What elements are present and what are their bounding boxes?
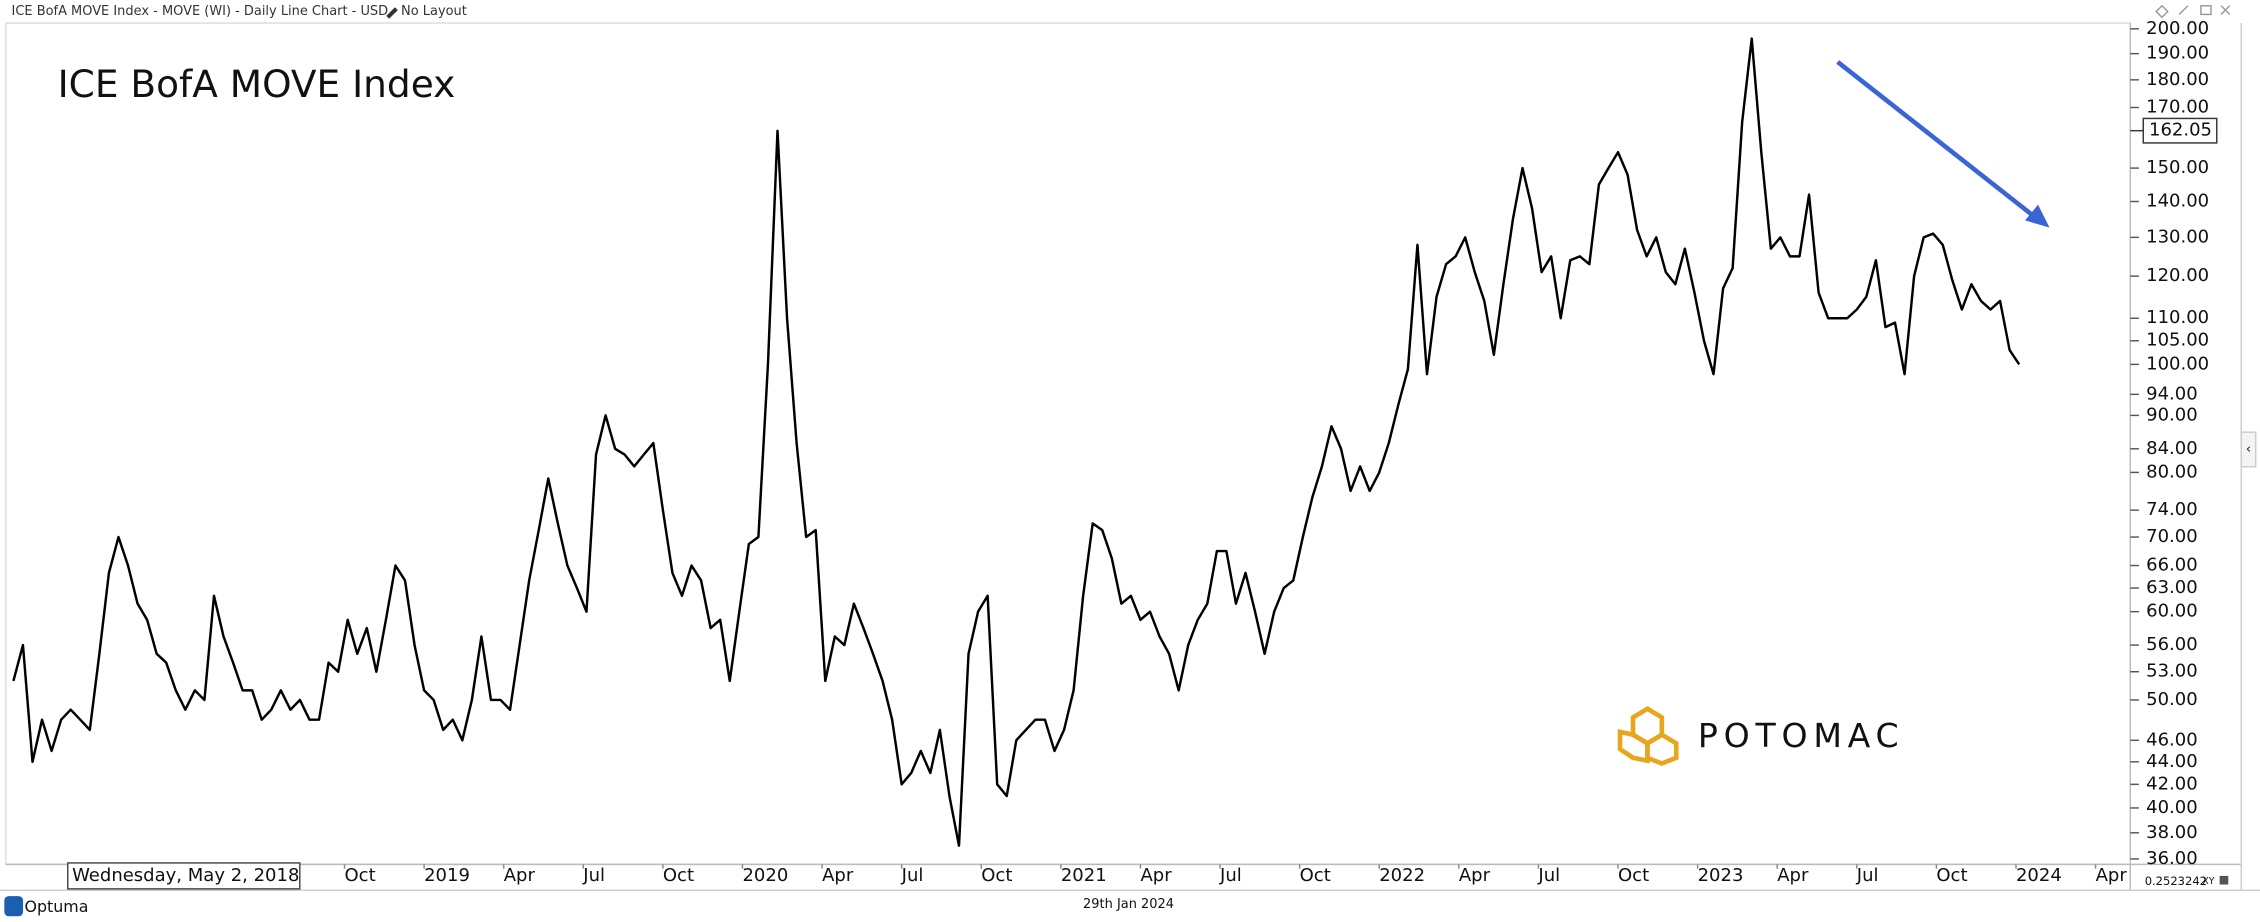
y-tick-label: 94.00 <box>2146 383 2198 404</box>
y-tick-label: 56.00 <box>2146 634 2198 655</box>
x-tick-label: Apr <box>1777 865 1809 886</box>
control-restore[interactable] <box>2200 5 2212 16</box>
y-tick-label: 42.00 <box>2146 773 2198 794</box>
y-tick-label: 170.00 <box>2146 97 2209 118</box>
price-label: 162.05 <box>2149 120 2212 141</box>
app-icon <box>4 896 24 917</box>
x-tick-label: 2023 <box>1698 865 1744 886</box>
y-tick-label: 60.00 <box>2146 601 2198 622</box>
scale-factor: 0.2523242 <box>2145 874 2207 888</box>
arrow-head <box>2025 204 2050 228</box>
x-tick-label: Jul <box>1856 865 1879 886</box>
y-tick-label: 100.00 <box>2146 353 2209 374</box>
y-tick-label: 90.00 <box>2146 404 2198 425</box>
brand-name: POTOMAC <box>1698 716 1905 755</box>
y-tick-label: 105.00 <box>2146 330 2209 351</box>
brand-logo: POTOMAC <box>1617 706 1905 767</box>
x-tick-label: Oct <box>981 865 1012 886</box>
y-tick-label: 70.00 <box>2146 526 2198 547</box>
y-tick-label: 180.00 <box>2146 69 2209 90</box>
xy-label[interactable]: XY <box>2202 876 2214 887</box>
x-tick-label: Oct <box>1300 865 1331 886</box>
index-line <box>12 37 2021 847</box>
footer-date: 29th Jan 2024 <box>1083 897 1174 912</box>
x-tick-label: Jul <box>1219 865 1242 886</box>
y-tick-label: 150.00 <box>2146 157 2209 178</box>
x-tick-label: Oct <box>1618 865 1649 886</box>
side-panel-tab[interactable] <box>2240 431 2257 468</box>
control-diamond[interactable] <box>2155 4 2169 19</box>
x-tick-label: Jul <box>901 865 924 886</box>
x-tick-label: Jul <box>1537 865 1560 886</box>
x-tick-label: 2021 <box>1061 865 1107 886</box>
x-tick-label: Jul <box>582 865 605 886</box>
x-tick-label: 2022 <box>1379 865 1425 886</box>
y-tick-label: 38.00 <box>2146 822 2198 843</box>
app-name: Optuma <box>25 897 89 916</box>
x-tick-label: Apr <box>504 865 536 886</box>
control-close[interactable] <box>2220 5 2231 15</box>
y-tick-label: 44.00 <box>2146 751 2198 772</box>
crosshair-date-box <box>67 862 301 890</box>
x-tick-label: 2024 <box>2016 865 2062 886</box>
y-tick-label: 200.00 <box>2146 18 2209 39</box>
y-tick-label: 190.00 <box>2146 43 2209 64</box>
y-tick-label: 50.00 <box>2146 689 2198 710</box>
control-pin[interactable] <box>2178 5 2189 15</box>
chart-title: ICE BofA MOVE Index <box>58 62 456 106</box>
x-tick-label: Apr <box>1140 865 1172 886</box>
side-panel-arrow: ‹ <box>2246 442 2251 457</box>
y-tick-label: 63.00 <box>2146 577 2198 598</box>
y-tick-label: 110.00 <box>2146 307 2209 328</box>
x-tick-label: Apr <box>1459 865 1491 886</box>
y-tick-label: 130.00 <box>2146 226 2209 247</box>
y-tick-label: 46.00 <box>2146 729 2198 750</box>
annotation-arrow <box>1836 60 2050 228</box>
x-tick-label: Apr <box>822 865 854 886</box>
edit-icon[interactable] <box>386 7 398 19</box>
x-tick-label: Oct <box>1936 865 1967 886</box>
x-tick-label: Oct <box>663 865 694 886</box>
y-tick-label: 140.00 <box>2146 190 2209 211</box>
arrow-shaft <box>1836 60 2036 218</box>
x-tick-label: Oct <box>345 865 376 886</box>
brand-icon <box>1617 706 1679 767</box>
price-label-box <box>2142 117 2218 144</box>
y-tick-label: 66.00 <box>2146 555 2198 576</box>
y-tick-label: 80.00 <box>2146 461 2198 482</box>
lock-icon[interactable] <box>2219 875 2229 885</box>
x-tick-label: 2019 <box>424 865 470 886</box>
plot <box>12 37 2021 847</box>
x-tick-label: 2020 <box>742 865 788 886</box>
y-tick-label: 74.00 <box>2146 499 2198 520</box>
crosshair-date: Wednesday, May 2, 2018 <box>72 865 299 886</box>
x-tick-label: Apr <box>2096 865 2128 886</box>
y-tick-label: 120.00 <box>2146 265 2209 286</box>
y-tick-label: 40.00 <box>2146 797 2198 818</box>
y-tick-label: 53.00 <box>2146 661 2198 682</box>
window-title: ICE BofA MOVE Index - MOVE (WI) - Daily … <box>12 4 467 19</box>
y-tick-label: 84.00 <box>2146 438 2198 459</box>
y-tick-label: 36.00 <box>2146 848 2198 869</box>
window-controls <box>2155 4 2231 19</box>
